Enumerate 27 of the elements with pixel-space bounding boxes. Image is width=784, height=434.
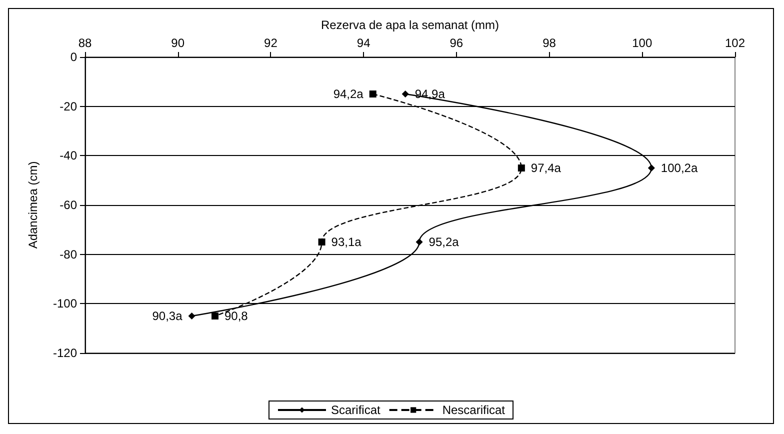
data-label: 94,2a bbox=[333, 87, 364, 101]
y-tick-label: -120 bbox=[52, 346, 78, 360]
data-label: 90,8 bbox=[224, 309, 248, 323]
x-tick-label: 96 bbox=[450, 36, 464, 50]
y-tick-label: -100 bbox=[52, 296, 78, 311]
y-tick-label: -80 bbox=[60, 247, 78, 262]
data-label: 97,4a bbox=[530, 161, 562, 175]
x-tick-label: 94 bbox=[356, 36, 371, 50]
data-label: 100,2a bbox=[660, 161, 698, 175]
x-tick-label: 102 bbox=[724, 36, 746, 50]
x-axis-title: Rezerva de apa la semanat (mm) bbox=[320, 18, 500, 32]
x-tick-label: 90 bbox=[171, 36, 185, 50]
y-tick-label: 0 bbox=[70, 50, 78, 64]
x-tick-label: 100 bbox=[632, 36, 652, 50]
data-label: 94,9a bbox=[414, 87, 446, 101]
legend-label: Nescarificat bbox=[442, 403, 506, 417]
y-axis-title: Adancimea (cm) bbox=[26, 161, 40, 249]
data-label: 90,3a bbox=[152, 309, 183, 323]
x-tick-label: 98 bbox=[542, 36, 556, 50]
legend-label: Scarificat bbox=[330, 403, 381, 417]
x-tick-label: 88 bbox=[78, 36, 92, 50]
y-tick-label: -40 bbox=[60, 148, 78, 163]
x-tick-label: 92 bbox=[264, 36, 278, 50]
data-label: 95,2a bbox=[428, 235, 460, 249]
y-tick-label: -20 bbox=[60, 99, 78, 114]
y-tick-label: -60 bbox=[60, 198, 78, 212]
data-label: 93,1a bbox=[331, 235, 362, 249]
